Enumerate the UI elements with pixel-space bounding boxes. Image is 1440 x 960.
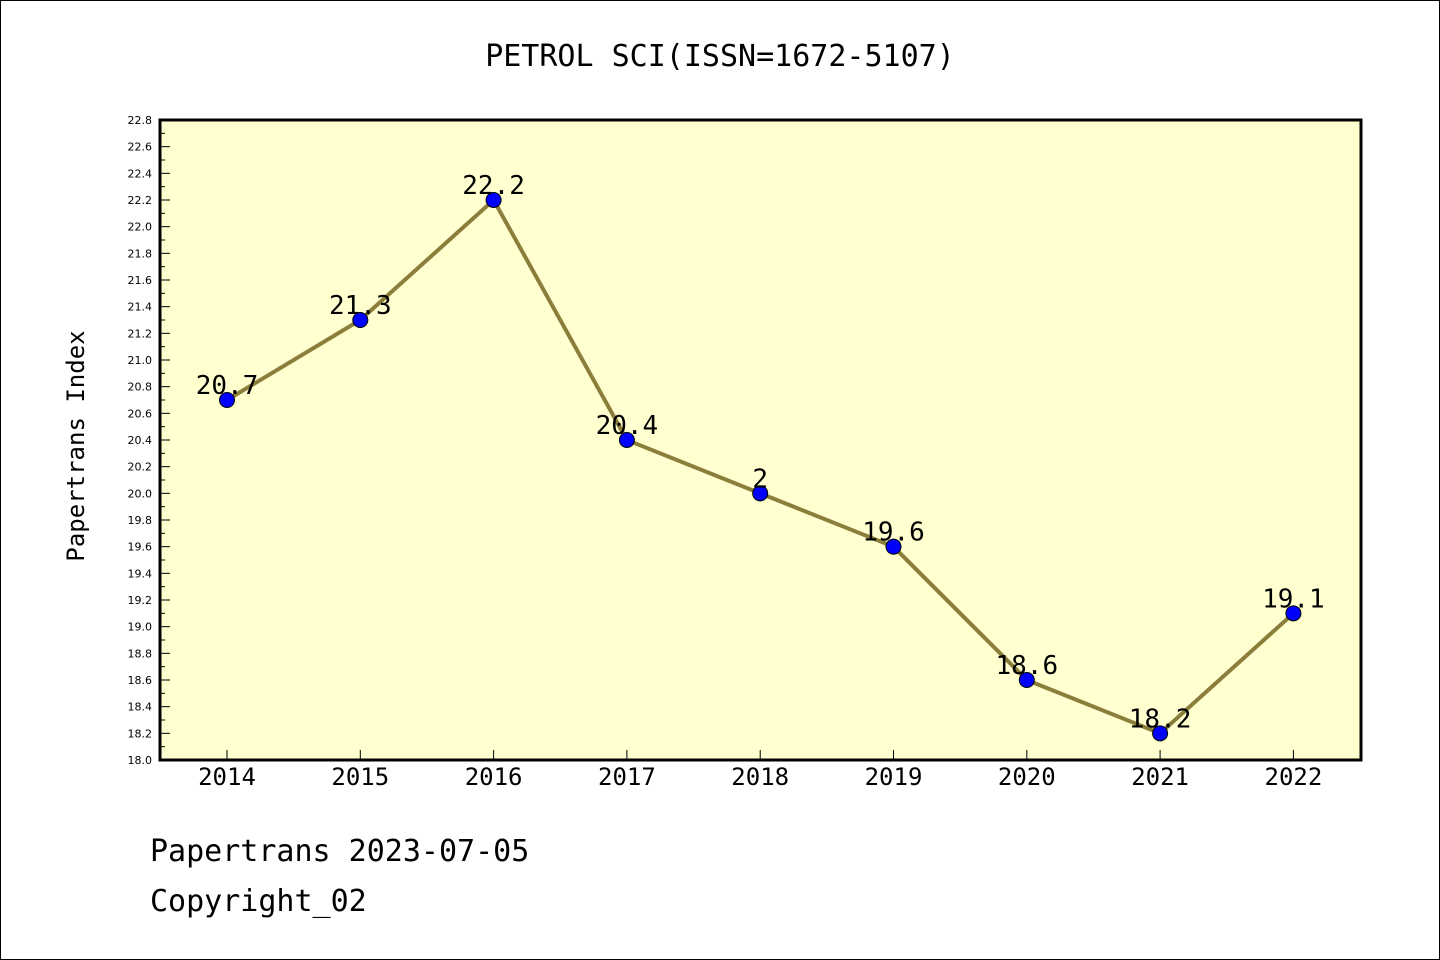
y-tick-label: 20.6 (128, 407, 153, 420)
data-point (1152, 725, 1169, 742)
y-tick-label: 20.0 (128, 487, 153, 500)
data-label: 20.4 (596, 411, 659, 441)
x-tick-label: 2019 (865, 763, 923, 791)
x-tick-label: 2020 (998, 763, 1056, 791)
footer-date: Papertrans 2023-07-05 (150, 834, 530, 869)
x-tick-label: 2022 (1265, 763, 1323, 791)
data-label: 18.6 (995, 651, 1058, 681)
y-tick-label: 19.6 (128, 541, 153, 554)
data-point (352, 312, 369, 328)
x-axis: 2014 2015 2016 2017 2018 2019 2020 2021 2022 (198, 750, 1322, 791)
y-tick-label: 22.8 (128, 114, 153, 127)
plot-area (158, 118, 1363, 762)
x-tick-label: 2018 (731, 763, 789, 791)
y-tick-label: 19.0 (128, 621, 153, 634)
y-tick-label: 21.2 (128, 327, 153, 340)
y-tick-label: 21.8 (128, 247, 153, 260)
data-point (1285, 605, 1302, 622)
x-tick-label: 2017 (598, 763, 656, 791)
data-labels: 20.7 21.3 22.2 20.4 2 19.6 18.6 18.2 19.1 (196, 171, 1325, 734)
data-label: 18.2 (1129, 704, 1192, 734)
data-point (618, 432, 635, 448)
data-point (885, 538, 902, 555)
y-tick-label: 21.6 (128, 274, 153, 287)
x-tick-label: 2015 (331, 763, 389, 791)
data-label: 22.2 (462, 171, 525, 201)
footer-copyright: Copyright_02 (150, 884, 367, 919)
y-tick-label: 22.4 (128, 167, 153, 180)
y-tick-label: 22.0 (128, 221, 153, 234)
y-axis-label: Papertrans Index (62, 330, 90, 561)
y-tick-label: 19.8 (128, 514, 153, 527)
chart-title: PETROL SCI(ISSN=1672-5107) (485, 39, 955, 74)
y-tick-label: 19.2 (128, 594, 153, 607)
y-tick-label: 22.2 (128, 194, 153, 207)
y-tick-label: 18.2 (128, 727, 153, 740)
y-tick-label: 20.2 (128, 461, 153, 474)
y-tick-label: 21.0 (128, 354, 153, 367)
x-tick-label: 2021 (1131, 763, 1189, 791)
data-label: 21.3 (329, 291, 392, 321)
y-tick-label: 21.4 (128, 301, 153, 314)
y-tick-label: 18.6 (128, 674, 153, 687)
x-tick-label: 2014 (198, 763, 256, 791)
y-tick-label: 18.4 (128, 701, 153, 714)
data-point (485, 192, 502, 208)
y-tick-label: 20.8 (128, 381, 153, 394)
y-tick-label: 20.4 (128, 434, 153, 447)
data-point (1018, 672, 1035, 688)
data-label: 19.6 (862, 518, 925, 548)
y-tick-label: 19.4 (128, 567, 153, 580)
data-point (219, 392, 235, 408)
data-label: 20.7 (196, 371, 259, 401)
y-tick-label: 18.0 (128, 754, 153, 767)
y-tick-label: 22.6 (128, 141, 153, 154)
series-points (219, 192, 1302, 742)
data-label: 2 (752, 464, 768, 494)
y-axis: 18.0 18.2 18.4 18.6 18.8 19.0 19.2 19.4 19.6 19.8… (128, 114, 170, 767)
data-point (752, 485, 769, 502)
y-tick-label: 18.8 (128, 647, 153, 660)
x-tick-label: 2016 (465, 763, 523, 791)
data-label: 19.1 (1262, 584, 1325, 614)
